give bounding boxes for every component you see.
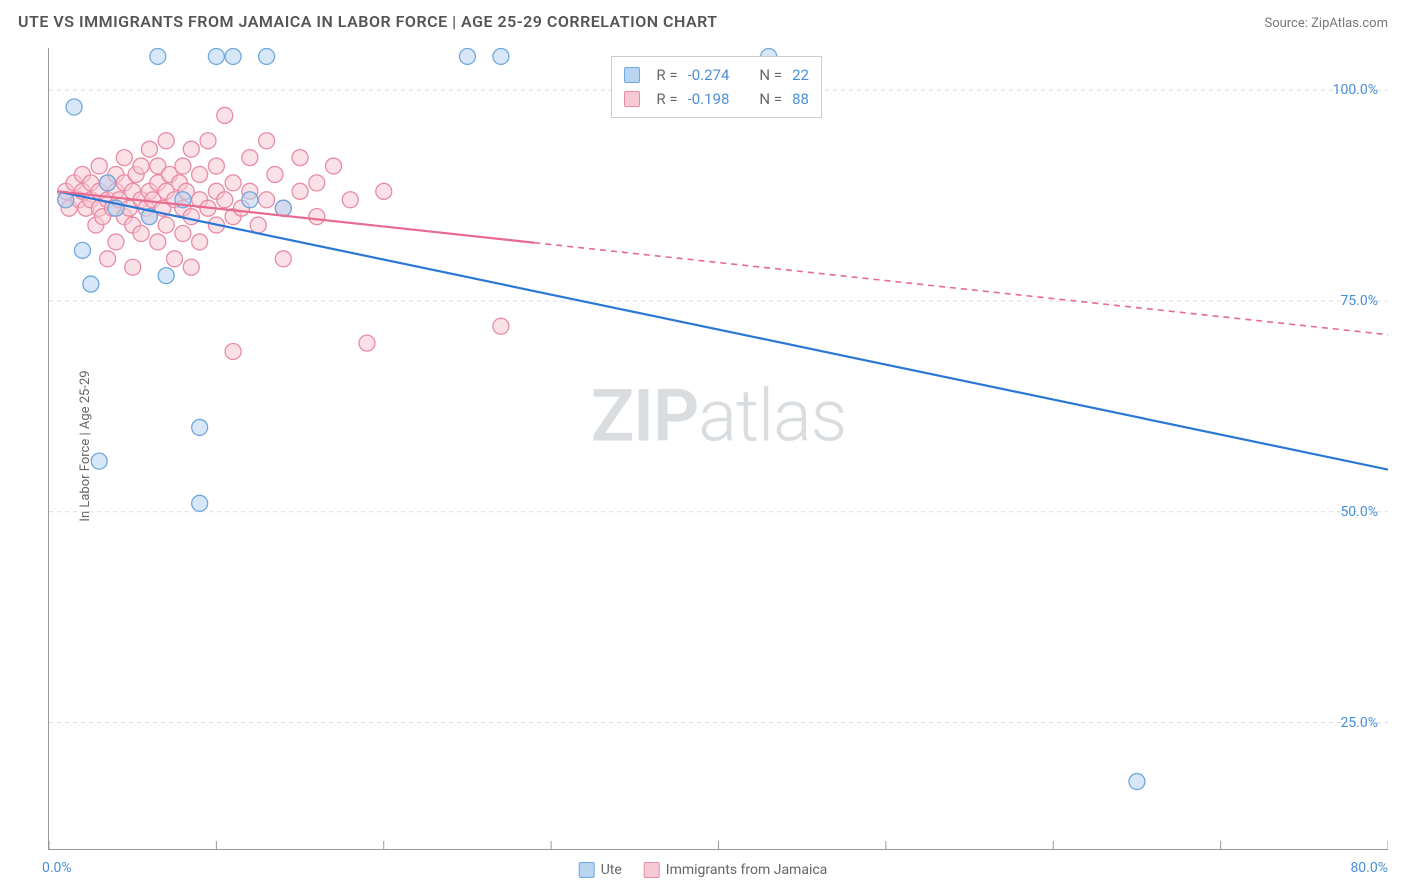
- x-axis-origin-label: 0.0%: [42, 860, 72, 876]
- n-value: 88: [792, 87, 809, 111]
- chart-title: UTE VS IMMIGRANTS FROM JAMAICA IN LABOR …: [18, 12, 718, 31]
- legend-swatch-icon: [644, 862, 660, 878]
- legend-item-ute: Ute: [579, 862, 622, 878]
- y-tick-label: 25.0%: [1340, 715, 1378, 731]
- y-tick-label: 50.0%: [1340, 504, 1378, 520]
- correlation-row: R = -0.274 N = 22: [624, 63, 809, 87]
- correlation-legend: R = -0.274 N = 22 R = -0.198 N = 88: [611, 56, 822, 118]
- y-tick-label: 75.0%: [1340, 293, 1378, 309]
- chart-header: UTE VS IMMIGRANTS FROM JAMAICA IN LABOR …: [0, 0, 1406, 39]
- plot-area: ZIPatlas R = -0.274N = 22R = -0.198N = 8…: [48, 48, 1388, 850]
- r-label: R =: [656, 87, 677, 111]
- correlation-row: R = -0.198 N = 88: [624, 87, 809, 111]
- r-value: -0.198: [688, 87, 730, 111]
- n-label: N =: [759, 87, 782, 111]
- y-tick-label: 100.0%: [1333, 82, 1378, 98]
- legend-swatch-icon: [579, 862, 595, 878]
- x-axis-end-label: 80.0%: [1350, 860, 1388, 876]
- legend-swatch-icon: [624, 67, 640, 83]
- n-label: N =: [759, 63, 782, 87]
- chart-source: Source: ZipAtlas.com: [1264, 16, 1388, 31]
- legend-label: Ute: [601, 862, 622, 878]
- chart-area: ZIPatlas R = -0.274N = 22R = -0.198N = 8…: [48, 48, 1388, 850]
- r-value: -0.274: [688, 63, 730, 87]
- legend-item-jamaica: Immigrants from Jamaica: [644, 862, 828, 878]
- scatter-svg: [49, 48, 1388, 849]
- legend-label: Immigrants from Jamaica: [666, 862, 828, 878]
- r-label: R =: [656, 63, 677, 87]
- bottom-legend: Ute Immigrants from Jamaica: [579, 862, 828, 878]
- n-value: 22: [792, 63, 809, 87]
- legend-swatch-icon: [624, 91, 640, 107]
